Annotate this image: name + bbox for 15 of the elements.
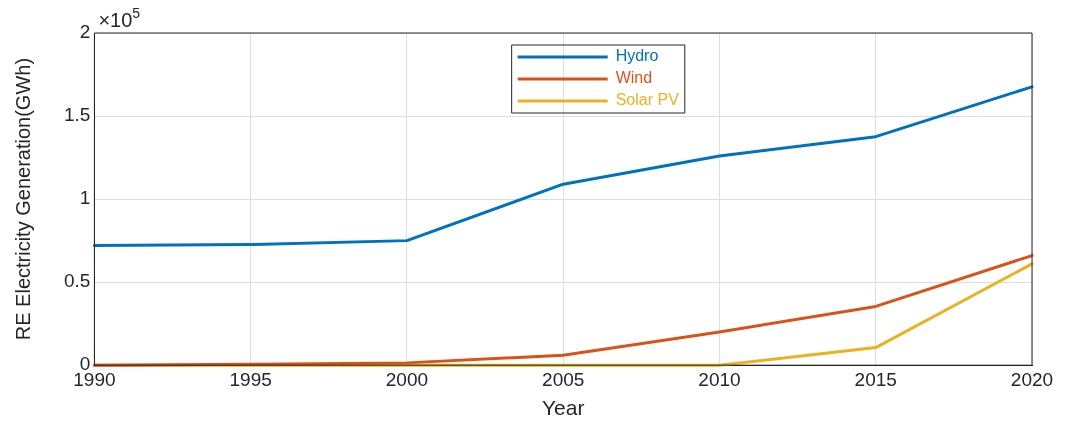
x-tick-label: 2010: [698, 368, 741, 390]
x-axis-title: Year: [541, 396, 585, 420]
x-tick-label: 2000: [385, 368, 429, 390]
text: Solar PV: [615, 91, 680, 109]
text: Wind: [615, 69, 653, 87]
y-tick-label: 0.5: [63, 270, 91, 292]
x-tick-label: 1995: [229, 368, 272, 390]
text: Hydro: [615, 47, 659, 65]
y-axis-title: RE Electricity Generation(GWh): [12, 57, 34, 341]
y-tick-label: 1: [79, 187, 91, 209]
y-tick-label: 1.5: [63, 104, 91, 126]
x-tick-label: 2005: [542, 368, 585, 390]
x-tick-label: 2020: [1010, 368, 1054, 390]
x-tick-label: 2015: [854, 368, 897, 390]
y-tick-label: 2: [79, 21, 91, 43]
